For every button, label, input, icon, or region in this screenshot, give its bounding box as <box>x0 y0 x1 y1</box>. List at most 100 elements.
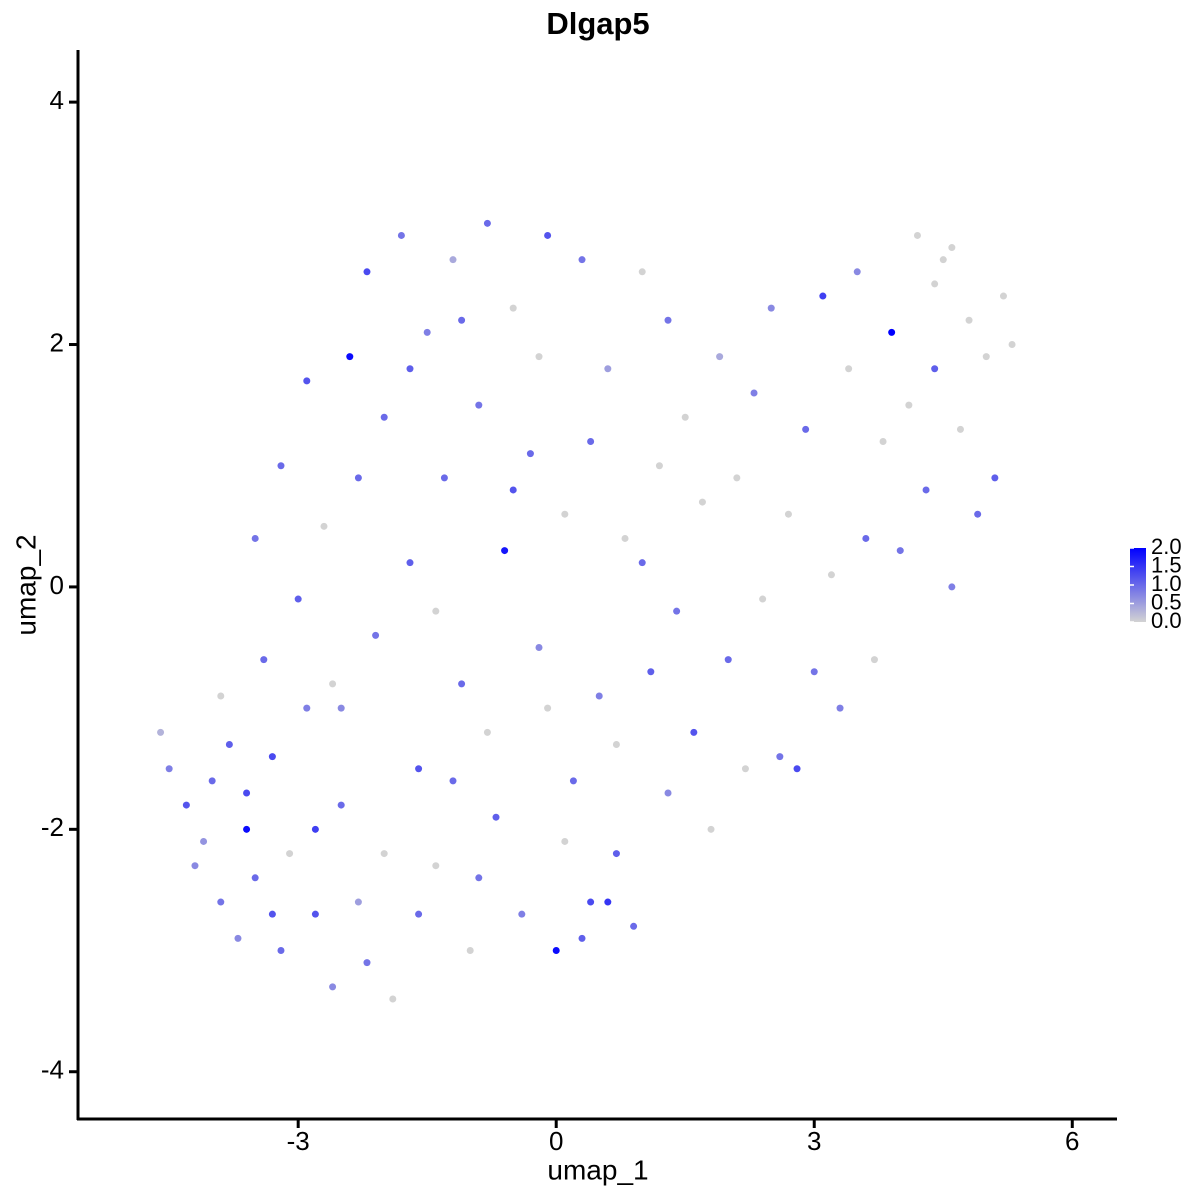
point <box>243 789 251 797</box>
point <box>948 244 956 252</box>
point <box>733 474 741 482</box>
point <box>483 219 491 227</box>
point <box>440 474 448 482</box>
point <box>544 231 552 239</box>
point <box>638 559 646 567</box>
point <box>853 268 861 276</box>
point <box>432 607 440 615</box>
point <box>415 765 423 773</box>
point <box>956 425 964 433</box>
x-tick-label: 3 <box>807 1126 821 1156</box>
point <box>1008 341 1016 349</box>
x-axis-label: umap_1 <box>547 1154 648 1185</box>
point <box>535 353 543 361</box>
point <box>724 656 732 664</box>
point <box>329 983 337 991</box>
point <box>320 522 328 530</box>
point <box>509 486 517 494</box>
point <box>561 510 569 518</box>
point <box>544 704 552 712</box>
point <box>999 292 1007 300</box>
point <box>965 316 973 324</box>
point <box>888 328 896 336</box>
point <box>449 777 457 785</box>
point <box>862 534 870 542</box>
point <box>759 595 767 603</box>
point <box>294 595 302 603</box>
point <box>346 353 354 361</box>
point <box>784 510 792 518</box>
point <box>974 510 982 518</box>
y-tick-label: 0 <box>50 570 64 600</box>
point <box>673 607 681 615</box>
point <box>191 862 199 870</box>
point <box>604 898 612 906</box>
point <box>913 231 921 239</box>
point <box>802 425 810 433</box>
point <box>879 437 887 445</box>
point <box>905 401 913 409</box>
point <box>870 656 878 664</box>
point <box>991 474 999 482</box>
point <box>406 365 414 373</box>
point <box>475 874 483 882</box>
y-tick-label: 2 <box>50 327 64 357</box>
point <box>939 256 947 264</box>
point <box>526 450 534 458</box>
point <box>587 437 595 445</box>
point <box>810 668 818 676</box>
point <box>311 910 319 918</box>
point <box>389 995 397 1003</box>
point <box>664 316 672 324</box>
point <box>363 959 371 967</box>
point <box>466 947 474 955</box>
point <box>604 365 612 373</box>
point <box>165 765 173 773</box>
point <box>518 910 526 918</box>
point <box>931 365 939 373</box>
point <box>423 328 431 336</box>
point <box>449 256 457 264</box>
point <box>303 704 311 712</box>
point <box>277 947 285 955</box>
y-tick-label: -2 <box>41 812 64 842</box>
point <box>397 231 405 239</box>
point <box>354 474 362 482</box>
point <box>587 898 595 906</box>
point <box>836 704 844 712</box>
point <box>535 644 543 652</box>
point <box>776 753 784 761</box>
x-tick-label: -3 <box>287 1126 310 1156</box>
point <box>647 668 655 676</box>
point <box>337 704 345 712</box>
x-tick-label: 0 <box>549 1126 563 1156</box>
colorbar-tick-label: 2.0 <box>1151 534 1182 559</box>
point <box>922 486 930 494</box>
point <box>827 571 835 579</box>
point <box>354 898 362 906</box>
point <box>363 268 371 276</box>
point <box>931 280 939 288</box>
point <box>415 910 423 918</box>
point <box>750 389 758 397</box>
point <box>716 353 724 361</box>
x-tick-label: 6 <box>1065 1126 1079 1156</box>
point <box>492 813 500 821</box>
point <box>595 692 603 700</box>
point <box>561 837 569 845</box>
point <box>303 377 311 385</box>
point <box>638 268 646 276</box>
point <box>681 413 689 421</box>
colorbar-tick-label: 0.0 <box>1151 608 1182 633</box>
point <box>277 462 285 470</box>
point <box>664 789 672 797</box>
point <box>578 256 586 264</box>
point <box>217 692 225 700</box>
point <box>948 583 956 591</box>
point <box>372 631 380 639</box>
point <box>380 850 388 858</box>
point <box>707 825 715 833</box>
point <box>767 304 775 312</box>
point <box>630 922 638 930</box>
point <box>260 656 268 664</box>
